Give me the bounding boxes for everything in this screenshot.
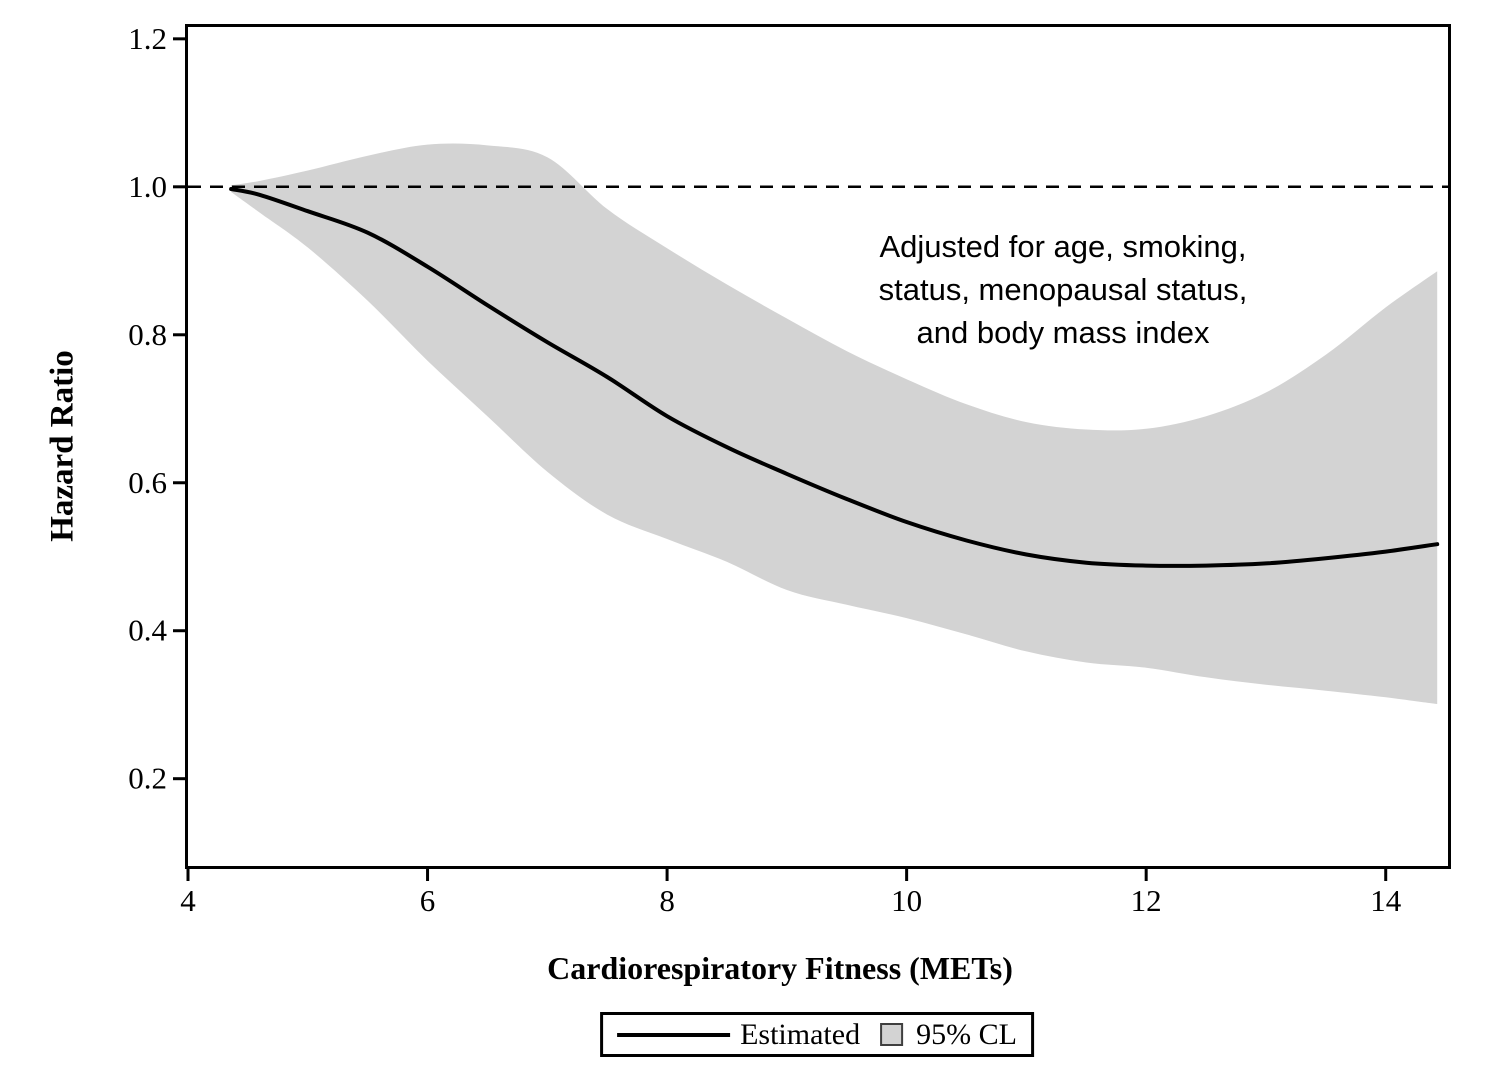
estimated-curve [229,187,1440,568]
y-axis-title: Hazard Ratio [44,350,81,542]
confidence-band-swatch [880,1023,904,1046]
x-tick-label: 14 [1370,883,1402,918]
x-tick-label: 12 [1131,883,1162,918]
adjustment-note: Adjusted for age, smoking, status, menop… [879,225,1248,354]
legend: Estimated 95% CL [600,1012,1034,1057]
y-tick-label: 0.4 [128,613,167,648]
y-tick-label: 1.2 [128,21,167,56]
y-tick-label: 1.0 [128,169,167,204]
confidence-band [231,143,1438,704]
estimated-line-swatch [617,1032,731,1037]
x-tick-label: 4 [180,883,196,918]
y-tick-label: 0.2 [128,761,167,796]
adjustment-note-line-3: and body mass index [916,315,1210,350]
y-tick-label: 0.8 [128,317,167,352]
y-tick-label: 0.6 [128,465,167,500]
x-tick-label: 8 [659,883,675,918]
x-axis-title: Cardiorespiratory Fitness (METs) [547,950,1013,986]
adjustment-note-line-1: Adjusted for age, smoking, [879,229,1247,264]
legend-label-95cl: 95% CL [916,1017,1017,1051]
legend-label-estimated: Estimated [740,1017,861,1051]
plot-frame [185,24,1451,869]
x-tick-label: 6 [420,883,436,918]
adjustment-note-line-2: status, menopausal status, [878,272,1248,307]
x-tick-label: 10 [891,883,922,918]
